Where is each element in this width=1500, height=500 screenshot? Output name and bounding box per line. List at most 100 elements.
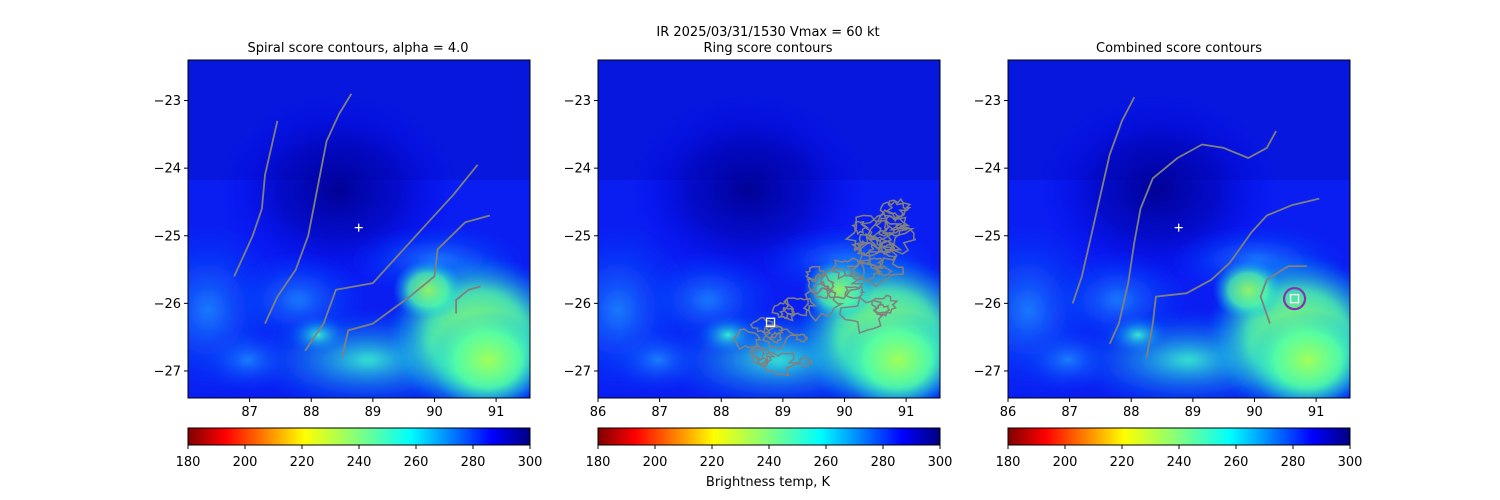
x-tick-label: 86 (590, 405, 607, 420)
colorbar (1007, 427, 1351, 446)
ring-panel-title: Ring score contours (703, 41, 832, 56)
brightness-temp-image (133, 60, 568, 415)
ring-score-contour (866, 209, 915, 249)
ring-score-contour (795, 333, 809, 343)
spiral-panel: Spiral score contours, alpha = 4.0 87 88 8… (133, 41, 568, 470)
ring-score-contour (838, 296, 886, 335)
y-tick-label: −27 (154, 364, 181, 379)
ring-score-contour (752, 346, 765, 361)
ring-score-contour (844, 286, 866, 299)
ring-fit-circle (1282, 287, 1307, 311)
ring-score-contour (819, 268, 865, 300)
x-tick-label: 91 (1308, 405, 1325, 420)
x-tick-label: 87 (241, 405, 258, 420)
ring-score-contour (731, 328, 762, 351)
colorbar-tick-label: 300 (928, 455, 953, 470)
colorbar-tick-label: 220 (290, 455, 315, 470)
ring-score-contour (871, 294, 899, 314)
score-contour-line (233, 120, 279, 277)
y-tick-label: −23 (564, 94, 591, 109)
colorbar-tick-label: 260 (404, 455, 429, 470)
y-tick-label: −23 (974, 94, 1001, 109)
x-tick-label: 89 (365, 405, 382, 420)
colorbar-tick-label: 220 (1110, 455, 1135, 470)
x-tick-label: 88 (1123, 405, 1140, 420)
y-tick-label: −25 (974, 229, 1001, 244)
x-tick-label: 90 (426, 405, 443, 420)
ring-center-marker (1289, 293, 1300, 304)
colorbar (187, 427, 531, 446)
colorbar-tick-label: 180 (996, 455, 1021, 470)
ring-score-contour (884, 197, 912, 218)
ring-score-contour (875, 264, 894, 277)
x-tick-label: 88 (713, 405, 730, 420)
colorbar-tick-label: 280 (871, 455, 896, 470)
ring-score-contour (749, 317, 775, 334)
x-tick-label: 90 (836, 405, 853, 420)
storm-center-marker (354, 223, 363, 232)
ring-score-contour (882, 220, 901, 235)
colorbar-tick-label: 180 (176, 455, 201, 470)
colorbar-tick-label: 200 (1053, 455, 1078, 470)
y-tick-label: −26 (154, 297, 181, 312)
ring-score-contour (783, 297, 818, 317)
y-tick-label: −27 (974, 364, 1001, 379)
colorbar-tick-label: 280 (1281, 455, 1306, 470)
colorbar-tick-label: 200 (643, 455, 668, 470)
colorbar (597, 427, 941, 446)
colorbar-label: Brightness temp, K (706, 475, 831, 490)
x-tick-label: 86 (1000, 405, 1017, 420)
colorbar-tick-label: 180 (586, 455, 611, 470)
colorbar-tick-label: 280 (461, 455, 486, 470)
colorbar-tick-label: 240 (1167, 455, 1192, 470)
axes-frame (597, 59, 941, 399)
score-contour-line (1108, 130, 1277, 345)
ring-score-contour (850, 233, 884, 257)
ring-score-contour (872, 303, 891, 317)
x-tick-label: 91 (898, 405, 915, 420)
y-tick-label: −24 (564, 162, 591, 177)
y-tick-label: −25 (564, 229, 591, 244)
ring-score-contour (761, 325, 797, 350)
score-contour-line (455, 285, 481, 314)
ring-score-contour (796, 355, 814, 368)
x-tick-label: 87 (651, 405, 668, 420)
score-contour-line (264, 93, 353, 324)
y-tick-label: −26 (564, 297, 591, 312)
x-tick-label: 90 (1246, 405, 1263, 420)
y-tick-label: −24 (974, 162, 1001, 177)
combined-panel-title: Combined score contours (1096, 41, 1262, 56)
ring-center-marker (765, 317, 776, 327)
score-contour-line (1145, 197, 1320, 358)
brightness-temp-image (543, 60, 978, 415)
ring-score-contour (832, 257, 860, 280)
y-tick-label: −23 (154, 94, 181, 109)
colorbar-tick-label: 260 (814, 455, 839, 470)
score-contour-line (1071, 96, 1136, 304)
x-tick-label: 87 (1061, 405, 1078, 420)
brightness-temp-image (953, 60, 1388, 415)
colorbar-tick-label: 240 (757, 455, 782, 470)
storm-center-marker (1174, 223, 1183, 232)
colorbar-tick-label: 260 (1224, 455, 1249, 470)
ring-score-contour (763, 351, 799, 377)
y-tick-label: −25 (154, 229, 181, 244)
score-contour-line (304, 164, 479, 352)
y-tick-label: −24 (154, 162, 181, 177)
ring-score-contour (804, 265, 826, 283)
figure-suptitle: IR 2025/03/31/1530 Vmax = 60 kt (656, 25, 879, 40)
colorbar-tick-label: 300 (1338, 455, 1363, 470)
x-tick-label: 89 (775, 405, 792, 420)
combined-panel: Combined score contours 86 87 88 89 90 91 −23 −… (953, 41, 1388, 470)
x-tick-label: 88 (303, 405, 320, 420)
colorbar-tick-label: 220 (700, 455, 725, 470)
ring-score-contour (769, 331, 782, 345)
axes-frame (1007, 59, 1351, 399)
axes-frame (187, 59, 531, 399)
colorbar-tick-label: 200 (233, 455, 258, 470)
ring-score-contour (779, 307, 797, 322)
ring-score-contour (802, 287, 845, 322)
colorbar-tick-label: 300 (518, 455, 543, 470)
ring-score-contour (868, 225, 917, 255)
